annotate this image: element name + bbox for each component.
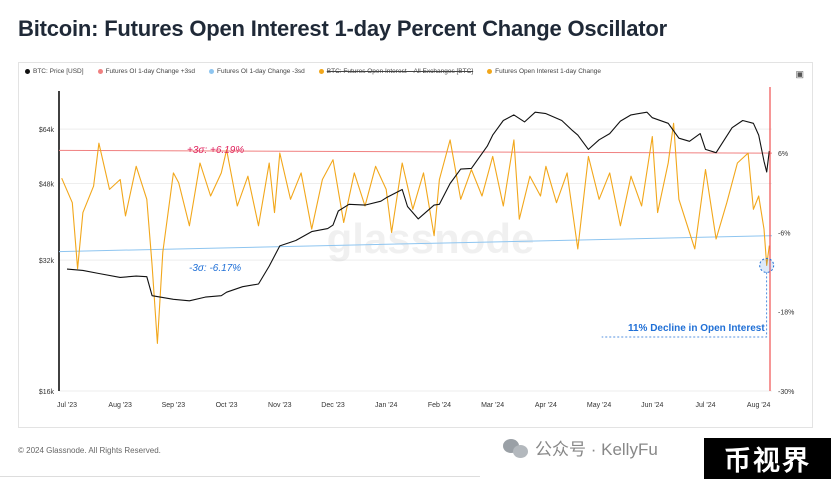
legend-item[interactable]: BTC: Price [USD] (25, 68, 84, 75)
legend-swatch (318, 69, 324, 74)
footer-divider (0, 476, 480, 477)
btc-price-line (66, 111, 770, 302)
y-left-tick-label: $16k (39, 389, 55, 396)
legend-swatch (97, 69, 103, 74)
x-tick-label: Oct '23 (216, 402, 238, 409)
camera-icon[interactable]: ▣ (795, 69, 804, 79)
legend-label: BTC: Price [USD] (33, 68, 84, 75)
x-tick-label: Feb '24 (428, 402, 451, 409)
legend-label: BTC: Futures Open Interest – All Exchang… (326, 68, 474, 75)
legend-swatch (487, 69, 493, 74)
legend-swatch (25, 69, 30, 74)
legend-item[interactable]: BTC: Futures Open Interest – All Exchang… (318, 68, 474, 75)
decline-annotation: 11% Decline in Open Interest (628, 323, 765, 334)
x-tick-label: Aug '24 (747, 402, 771, 409)
chart-legend: BTC: Price [USD] Futures OI 1-day Change … (25, 68, 601, 75)
y-left-tick-label: $32k (39, 258, 55, 265)
chart-panel: BTC: Price [USD] Futures OI 1-day Change … (18, 62, 813, 428)
brand-stamp: 币视界 (704, 438, 831, 479)
decline-marker (759, 257, 775, 273)
y-right-tick-label: 6% (778, 151, 788, 158)
legend-item[interactable]: Futures Open Interest 1-day Change (487, 68, 601, 75)
legend-swatch (209, 69, 214, 74)
x-tick-label: Jul '23 (57, 402, 77, 409)
x-tick-label: May '24 (587, 402, 611, 409)
wechat-account-text: 公众号 · KellyFu (535, 440, 658, 459)
chart-plot: $16k $32k $48k $64k 6% -6% -18% -30% Jul '23 Aug … (39, 87, 794, 409)
x-tick-label: Sep '23 (162, 402, 186, 409)
legend-label: Futures OI 1-day Change +3sd (105, 68, 195, 75)
x-tick-label: Dec '23 (321, 402, 345, 409)
x-tick-label: Jun '24 (641, 402, 663, 409)
y-right-tick-label: -30% (778, 389, 794, 396)
lower-band-line (58, 235, 773, 253)
legend-label: Futures OI 1-day Change -3sd (217, 68, 305, 75)
x-tick-label: Jul '24 (695, 402, 715, 409)
y-left-tick-label: $64k (39, 127, 55, 134)
x-tick-label: Nov '23 (268, 402, 292, 409)
watermark-text: glassnode (327, 215, 535, 262)
y-left-tick-label: $48k (39, 181, 55, 188)
decline-leader-line (601, 272, 768, 338)
page-title: Bitcoin: Futures Open Interest 1-day Per… (18, 16, 667, 41)
legend-item[interactable]: Futures OI 1-day Change +3sd (97, 68, 195, 75)
x-tick-label: Mar '24 (481, 402, 504, 409)
upper-band-annotation: +3σ: +6.19% (187, 145, 244, 156)
wechat-icon (503, 437, 529, 459)
wechat-watermark: 公众号 · KellyFu (503, 435, 658, 460)
y-right-tick-label: -18% (778, 310, 794, 317)
legend-label: Futures Open Interest 1-day Change (495, 68, 601, 75)
x-tick-label: Jan '24 (375, 402, 397, 409)
lower-band-annotation: -3σ: -6.17% (189, 263, 241, 274)
x-tick-label: Aug '23 (108, 402, 132, 409)
upper-band-line (58, 149, 773, 154)
copyright-footer: © 2024 Glassnode. All Rights Reserved. (18, 446, 161, 455)
y-right-tick-label: -6% (778, 230, 790, 237)
legend-item[interactable]: Futures OI 1-day Change -3sd (209, 68, 305, 75)
x-tick-label: Apr '24 (535, 402, 557, 409)
